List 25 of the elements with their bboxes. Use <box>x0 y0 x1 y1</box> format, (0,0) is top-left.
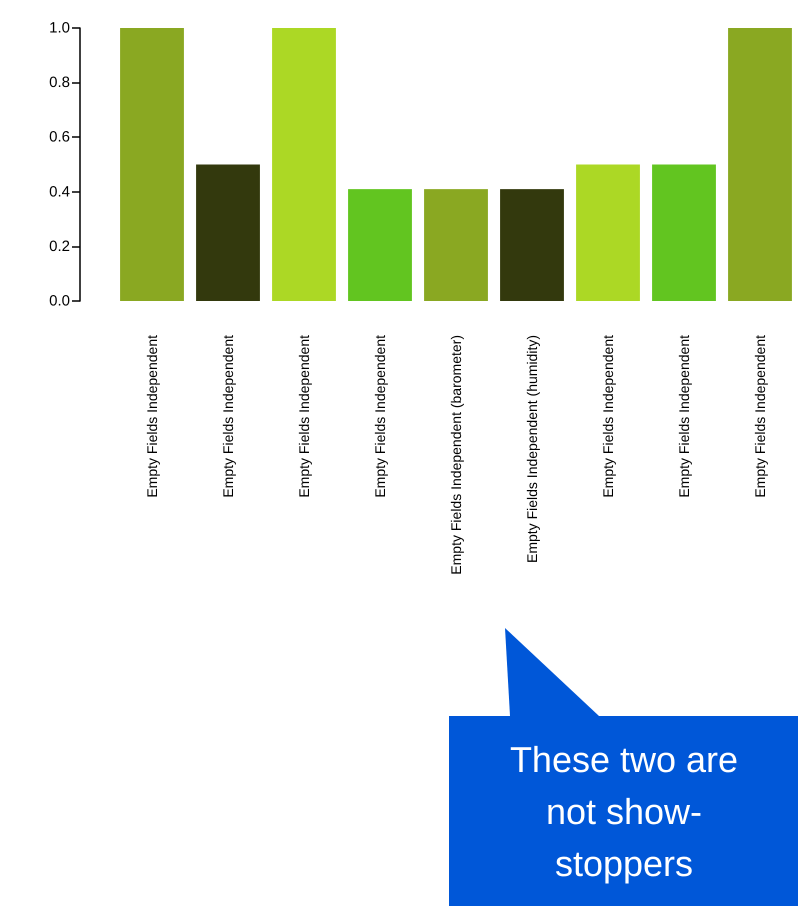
y-tick-label: 0.4 <box>49 183 70 200</box>
x-tick-label: Empty Fields Independent <box>144 334 160 498</box>
y-tick-label: 0.8 <box>49 74 70 92</box>
x-tick-label: Empty Fields Independent (barometer) <box>448 335 464 575</box>
x-tick-label: Empty Fields Independent <box>752 334 768 498</box>
y-tick-label: 0.2 <box>49 238 70 255</box>
y-tick-label: 0.6 <box>49 128 70 146</box>
x-tick-label: Empty Fields Independent (humidity) <box>524 335 540 563</box>
y-tick-label: 1.0 <box>49 20 70 36</box>
bar <box>500 189 564 301</box>
x-tick-label: Empty Fields Independent <box>220 334 236 498</box>
bar <box>576 164 640 301</box>
x-tick-label: Empty Fields Independent <box>372 334 388 498</box>
bar <box>272 28 336 301</box>
x-tick-label: Empty Fields Independent <box>676 334 692 498</box>
y-tick-label: 0.0 <box>49 292 70 310</box>
bar <box>348 189 412 301</box>
x-tick-label: Empty Fields Independent <box>600 334 616 498</box>
bar <box>196 164 260 301</box>
bar <box>652 164 716 301</box>
x-tick-label: Empty Fields Independent <box>296 334 312 498</box>
bar <box>424 189 488 301</box>
speech-callout: These two are not show-stoppers <box>449 628 798 906</box>
bar <box>120 28 184 301</box>
bar <box>728 28 792 301</box>
